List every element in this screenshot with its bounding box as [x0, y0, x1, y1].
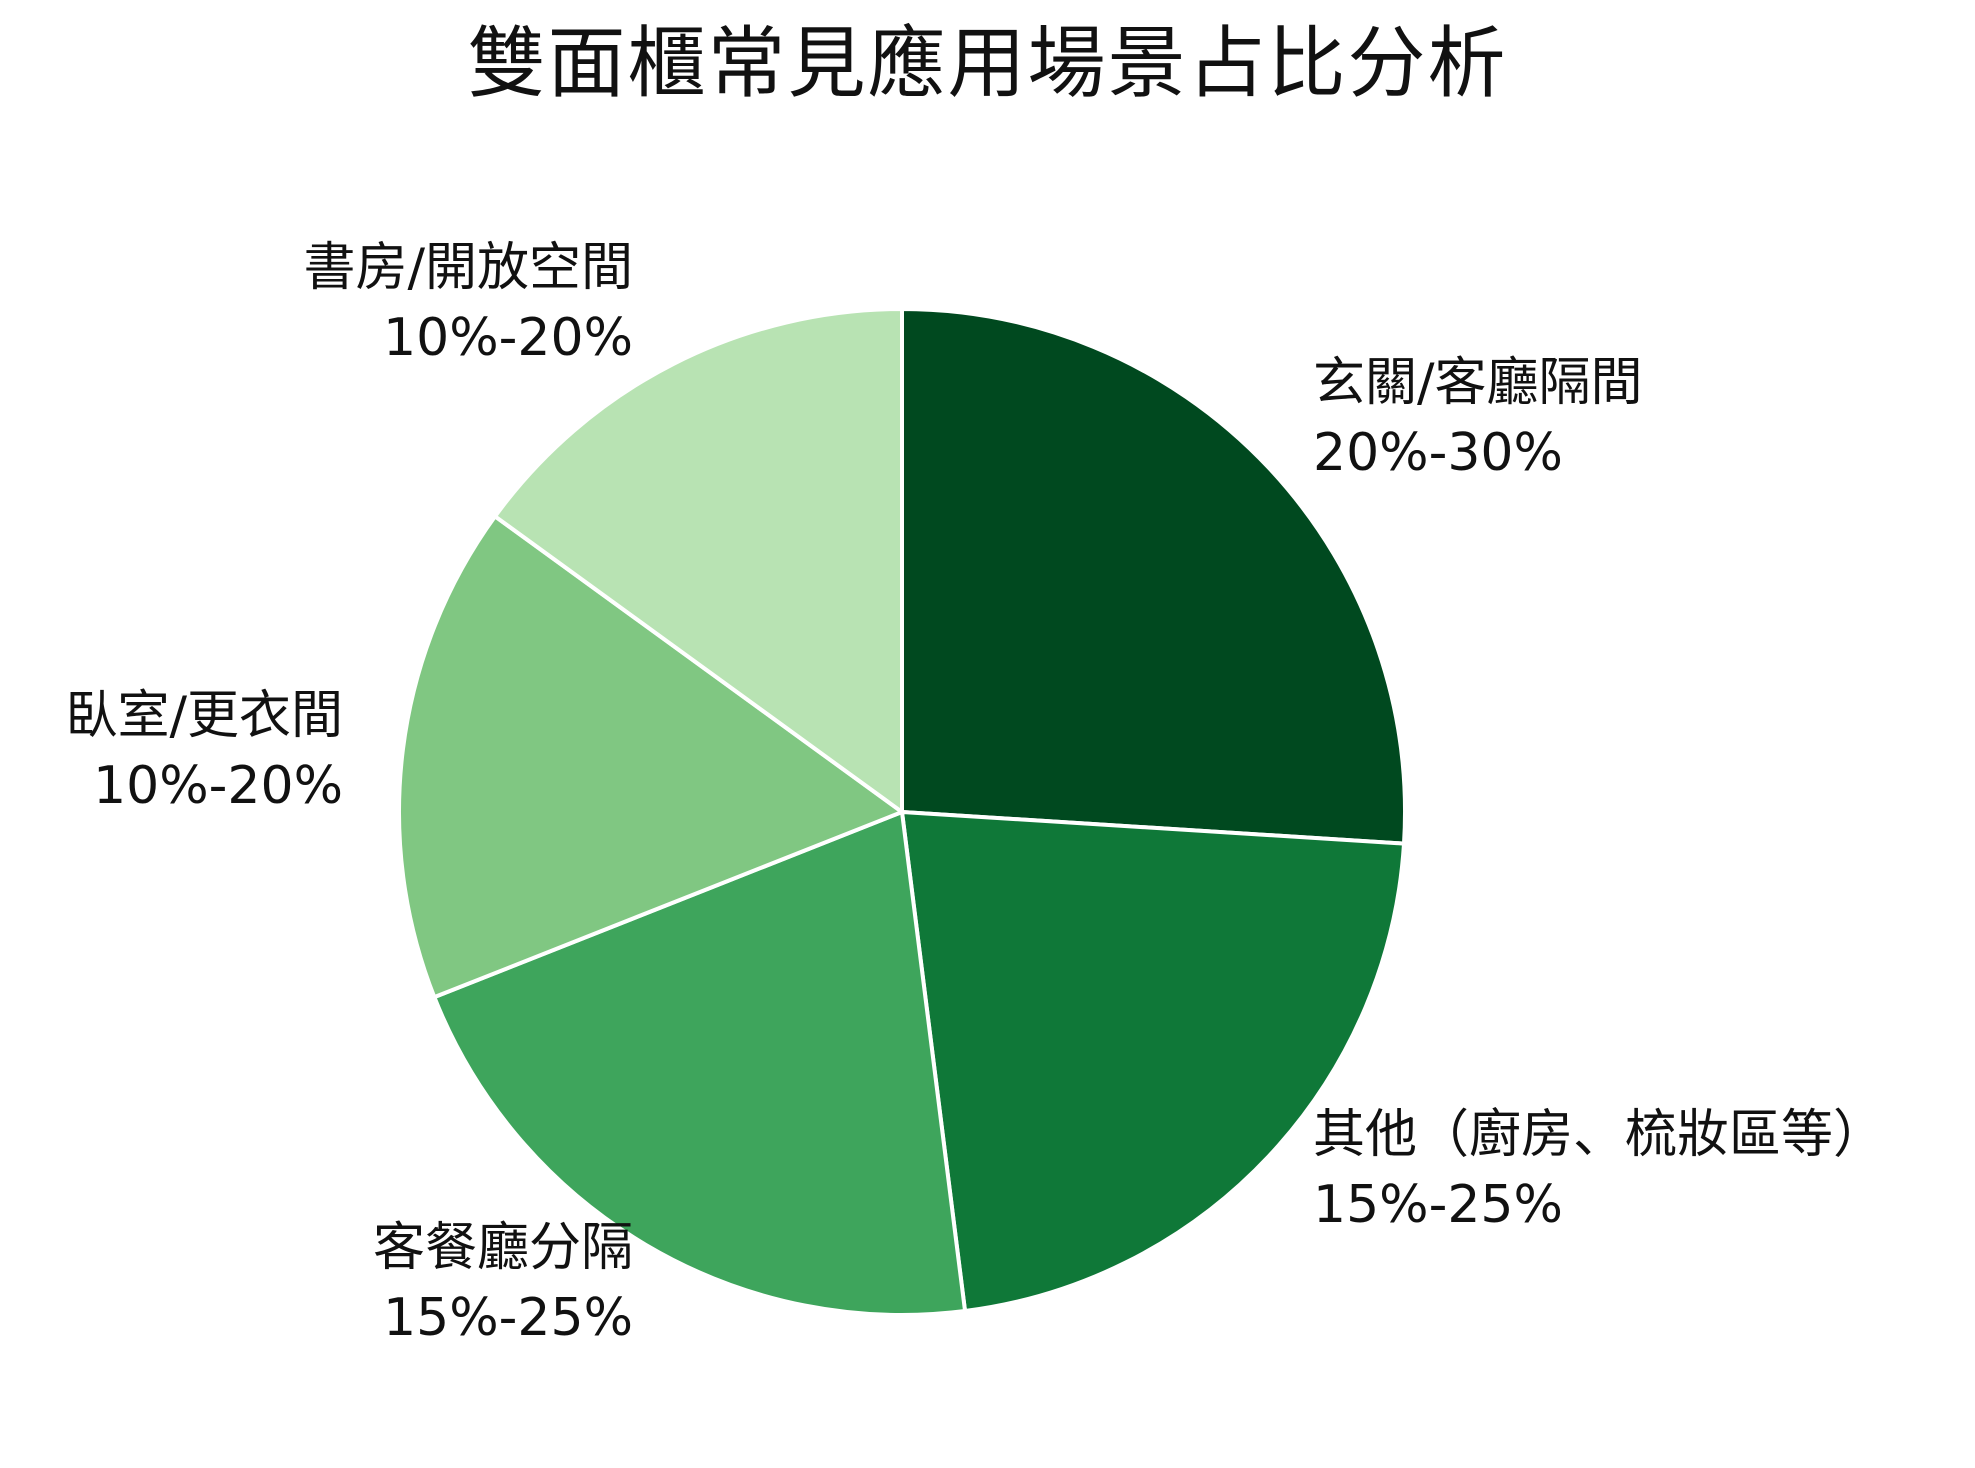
- slice-label-value-3: 15%-25%: [383, 1288, 633, 1348]
- pie-labels: 玄關/客廳隔間 20%-30% 其他（廚房、梳妝區等） 15%-25% 客餐廳分隔 15%…: [65, 238, 1885, 1348]
- pie-slice-3: [432, 810, 968, 1317]
- slice-label-value-1: 20%-30%: [1313, 423, 1563, 483]
- slice-label-name-1: 玄關/客廳隔間: [1313, 353, 1643, 413]
- slice-label-value-4: 10%-20%: [93, 756, 343, 816]
- slice-label-name-3: 客餐廳分隔: [373, 1218, 633, 1278]
- slice-label-name-2: 其他（廚房、梳妝區等）: [1313, 1105, 1885, 1165]
- pie-slices: [397, 307, 1407, 1317]
- slice-label-name-5: 書房/開放空間: [303, 238, 633, 298]
- pie-slice-2: [900, 810, 1407, 1314]
- pie-slice-5: [493, 307, 904, 814]
- slice-label-name-4: 臥室/更衣間: [65, 686, 343, 746]
- slice-label-value-2: 15%-25%: [1313, 1175, 1563, 1235]
- pie-slice-4: [397, 514, 904, 1000]
- pie-slice-1: [900, 307, 1407, 846]
- chart-title: 雙面櫃常見應用場景占比分析: [467, 19, 1508, 109]
- slice-label-value-5: 10%-20%: [383, 308, 633, 368]
